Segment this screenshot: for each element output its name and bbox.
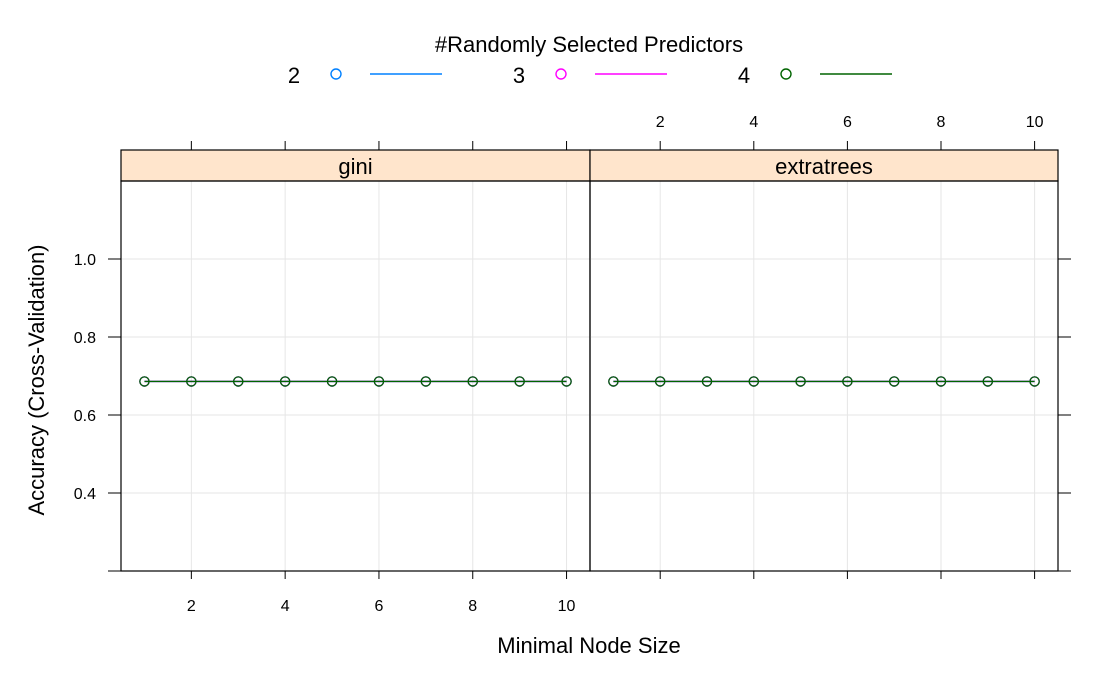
data-point xyxy=(701,376,713,387)
data-point xyxy=(139,376,150,387)
data-point xyxy=(514,376,525,387)
legend-marker-3 xyxy=(555,68,567,80)
y-tick-label: 1.0 xyxy=(74,252,96,269)
legend-label: 3 xyxy=(513,63,525,88)
data-point xyxy=(420,376,432,387)
panel-gini: gini xyxy=(120,149,591,572)
strip-label: gini xyxy=(338,154,372,179)
data-point xyxy=(326,376,338,387)
data-point xyxy=(373,376,385,387)
data-point xyxy=(888,376,900,387)
legend-marker-4 xyxy=(780,68,792,80)
data-point xyxy=(279,376,291,387)
x-tick-label: 4 xyxy=(749,114,758,131)
data-point xyxy=(186,376,197,387)
x-tick-label: 4 xyxy=(281,598,290,615)
x-tick-label: 8 xyxy=(468,598,477,615)
data-point xyxy=(608,376,619,387)
data-point xyxy=(1029,376,1040,387)
data-point xyxy=(232,376,244,387)
data-point xyxy=(842,376,853,387)
plot-panels: gini extratrees xyxy=(120,149,1059,572)
data-point xyxy=(561,376,572,387)
panel-extratrees: extratrees xyxy=(589,149,1059,572)
x-tick-label: 2 xyxy=(187,598,196,615)
x-tick-label: 2 xyxy=(656,114,665,131)
legend-label: 2 xyxy=(288,63,300,88)
panel-border xyxy=(589,180,1059,572)
data-point xyxy=(935,376,947,387)
data-point xyxy=(467,376,478,387)
y-axis-label: Accuracy (Cross-Validation) xyxy=(24,244,49,515)
x-tick-label: 6 xyxy=(843,114,852,131)
y-tick-label: 0.4 xyxy=(74,486,96,503)
strip-label: extratrees xyxy=(775,154,873,179)
data-point xyxy=(795,376,806,387)
data-point xyxy=(748,376,760,387)
data-point xyxy=(654,376,666,387)
legend-marker-2 xyxy=(330,68,342,80)
x-tick-label: 6 xyxy=(374,598,383,615)
legend: 2 3 4 xyxy=(288,63,892,88)
y-tick-label: 0.8 xyxy=(74,330,96,347)
y-tick-label: 0.6 xyxy=(74,408,96,425)
x-tick-label: 10 xyxy=(1026,114,1044,131)
strip-extratrees xyxy=(589,149,1059,182)
x-tick-label: 8 xyxy=(937,114,946,131)
x-tick-label: 10 xyxy=(558,598,576,615)
x-axis-label: Minimal Node Size xyxy=(497,633,680,658)
legend-title: #Randomly Selected Predictors xyxy=(435,32,743,57)
legend-label: 4 xyxy=(738,63,750,88)
strip-gini xyxy=(120,149,591,182)
axes: 2 2 4 4 6 6 8 8 10 10 0.4 0.6 0.8 1.0 xyxy=(74,114,1071,615)
data-point xyxy=(982,376,994,387)
